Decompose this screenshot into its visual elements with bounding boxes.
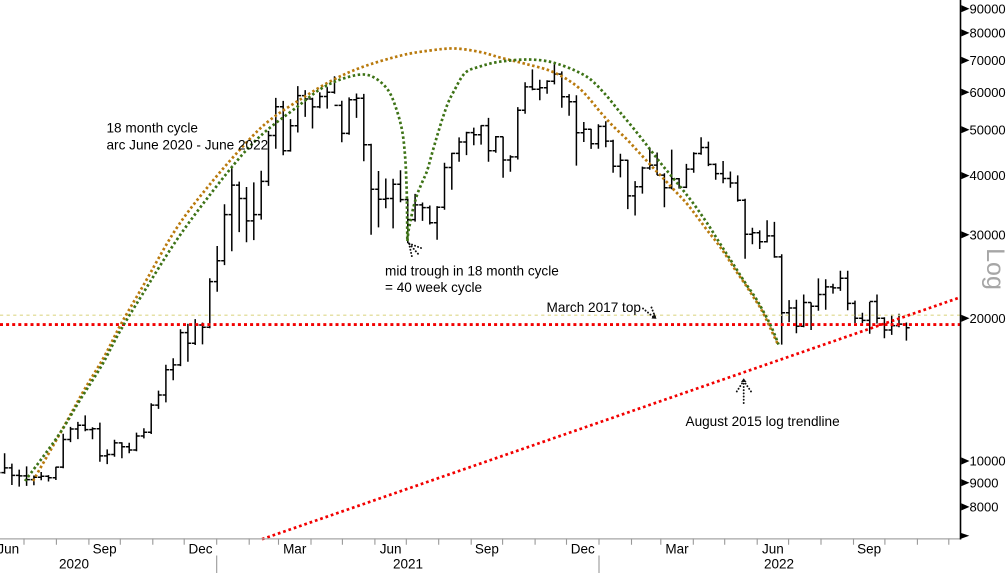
svg-text:Sep: Sep <box>93 542 117 557</box>
svg-text:18 month cycle: 18 month cycle <box>107 121 198 136</box>
svg-text:March 2017 top: March 2017 top <box>547 300 641 315</box>
svg-text:2020: 2020 <box>59 557 89 572</box>
svg-text:90000: 90000 <box>970 1 1006 16</box>
svg-text:= 40 week cycle: = 40 week cycle <box>385 280 482 295</box>
svg-text:Mar: Mar <box>283 542 307 557</box>
svg-text:Jun: Jun <box>380 542 402 557</box>
svg-text:20000: 20000 <box>970 311 1006 326</box>
svg-text:8000: 8000 <box>970 500 999 515</box>
svg-text:mid trough in 18 month cycle: mid trough in 18 month cycle <box>385 264 559 279</box>
svg-text:Dec: Dec <box>188 542 212 557</box>
svg-text:10000: 10000 <box>970 454 1006 469</box>
svg-text:30000: 30000 <box>970 227 1006 242</box>
svg-text:40000: 40000 <box>970 168 1006 183</box>
svg-text:Mar: Mar <box>665 542 689 557</box>
svg-text:Jun: Jun <box>0 542 19 557</box>
svg-text:Sep: Sep <box>857 542 881 557</box>
svg-text:50000: 50000 <box>970 122 1006 137</box>
svg-text:August 2015 log trendline: August 2015 log trendline <box>686 414 840 429</box>
svg-text:60000: 60000 <box>970 85 1006 100</box>
svg-text:arc June 2020 - June 2022: arc June 2020 - June 2022 <box>107 138 269 153</box>
svg-text:70000: 70000 <box>970 53 1006 68</box>
svg-text:Dec: Dec <box>571 542 595 557</box>
svg-text:80000: 80000 <box>970 26 1006 41</box>
svg-text:Sep: Sep <box>475 542 499 557</box>
svg-text:2021: 2021 <box>393 557 423 572</box>
svg-text:Jun: Jun <box>762 542 784 557</box>
svg-text:2022: 2022 <box>764 557 794 572</box>
svg-text:Log: Log <box>981 248 1008 290</box>
svg-text:9000: 9000 <box>970 475 999 490</box>
